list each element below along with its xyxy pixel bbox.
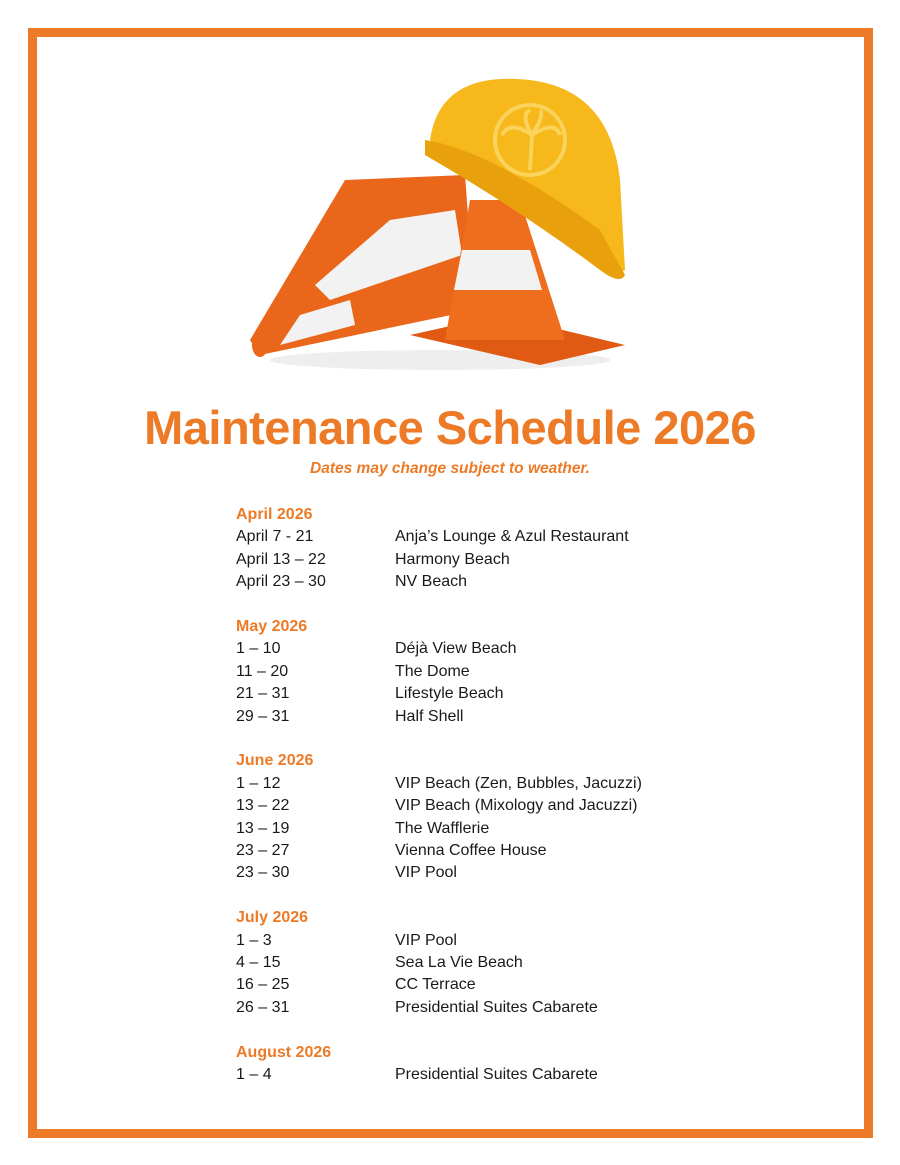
location-name: CC Terrace [395,976,476,994]
date-range: 23 – 27 [236,842,290,860]
date-range: 1 – 4 [236,1066,272,1084]
location-name: Harmony Beach [395,550,510,568]
schedule-row: 1 – 4 Presidential Suites Cabarete [236,1064,756,1086]
month-group: April 2026 April 7 - 21 Anja’s Lounge & Az… [236,504,756,594]
month-group: July 2026 1 – 3 VIP Pool 4 – 15 Sea La Vie B… [236,907,756,1019]
month-heading: July 2026 [236,909,309,927]
schedule-row: 1 – 10 Déjà View Beach [236,638,756,660]
schedule-row: 29 – 31 Half Shell [236,706,756,728]
location-name: VIP Pool [395,931,457,949]
location-name: VIP Pool [395,864,457,882]
date-range: 1 – 12 [236,774,281,792]
date-range: 1 – 10 [236,640,281,658]
schedule-list: April 2026 April 7 - 21 Anja’s Lounge & Az… [236,504,756,1109]
location-name: Vienna Coffee House [395,842,547,860]
schedule-row: April 7 - 21 Anja’s Lounge & Azul Restaur… [236,526,756,548]
standing-cone-icon [410,200,625,365]
location-name: Presidential Suites Cabarete [395,998,598,1016]
schedule-row: 4 – 15 Sea La Vie Beach [236,952,756,974]
schedule-row: 23 – 30 VIP Pool [236,862,756,884]
schedule-row: 21 – 31 Lifestyle Beach [236,683,756,705]
cones-hardhat-illustration [250,78,625,370]
schedule-row: 11 – 20 The Dome [236,661,756,683]
schedule-row: April 13 – 22 Harmony Beach [236,549,756,571]
location-name: Déjà View Beach [395,640,517,658]
date-range: 13 – 22 [236,797,290,815]
schedule-row: 26 – 31 Presidential Suites Cabarete [236,997,756,1019]
weather-disclaimer: Dates may change subject to weather. [310,460,590,477]
date-range: 29 – 31 [236,707,290,725]
location-name: Half Shell [395,707,464,725]
month-group: May 2026 1 – 10 Déjà View Beach 11 – 20 The … [236,616,756,728]
schedule-row: 1 – 3 VIP Pool [236,930,756,952]
date-range: 11 – 20 [236,662,289,680]
date-range: 4 – 15 [236,954,281,972]
location-name: Presidential Suites Cabarete [395,1066,598,1084]
month-group: August 2026 1 – 4 Presidential Suites Caba… [236,1042,756,1087]
location-name: NV Beach [395,573,468,591]
page-title: Maintenance Schedule 2026 [144,401,756,454]
location-name: The Wafflerie [395,819,490,837]
date-range: 21 – 31 [236,685,290,703]
month-group: June 2026 1 – 12 VIP Beach (Zen, Bubbles, … [236,750,756,884]
location-name: Sea La Vie Beach [395,954,523,972]
location-name: Lifestyle Beach [395,685,504,703]
date-range: 16 – 25 [236,976,290,994]
month-heading: May 2026 [236,618,308,636]
month-heading: April 2026 [236,506,313,523]
date-range: April 7 - 21 [236,528,314,546]
schedule-row: 16 – 25 CC Terrace [236,974,756,996]
date-range: 26 – 31 [236,998,290,1016]
page-border [28,28,873,1138]
fallen-cone-icon [250,175,475,357]
location-name: VIP Beach (Mixology and Jacuzzi) [395,797,638,815]
schedule-row: April 23 – 30 NV Beach [236,571,756,593]
location-name: VIP Beach (Zen, Bubbles, Jacuzzi) [395,774,642,792]
date-range: 1 – 3 [236,931,272,949]
location-name: Anja’s Lounge & Azul Restaurant [395,528,629,546]
schedule-row: 1 – 12 VIP Beach (Zen, Bubbles, Jacuzzi) [236,773,756,795]
date-range: April 13 – 22 [236,550,326,568]
schedule-row: 13 – 22 VIP Beach (Mixology and Jacuzzi) [236,795,756,817]
month-heading: August 2026 [236,1043,332,1061]
schedule-row: 23 – 27 Vienna Coffee House [236,840,756,862]
date-range: 13 – 19 [236,819,290,837]
date-range: 23 – 30 [236,864,290,882]
month-heading: June 2026 [236,752,314,770]
schedule-row: 13 – 19 The Wafflerie [236,818,756,840]
hardhat-icon [425,78,625,279]
location-name: The Dome [395,662,470,680]
date-range: April 23 – 30 [236,573,326,591]
